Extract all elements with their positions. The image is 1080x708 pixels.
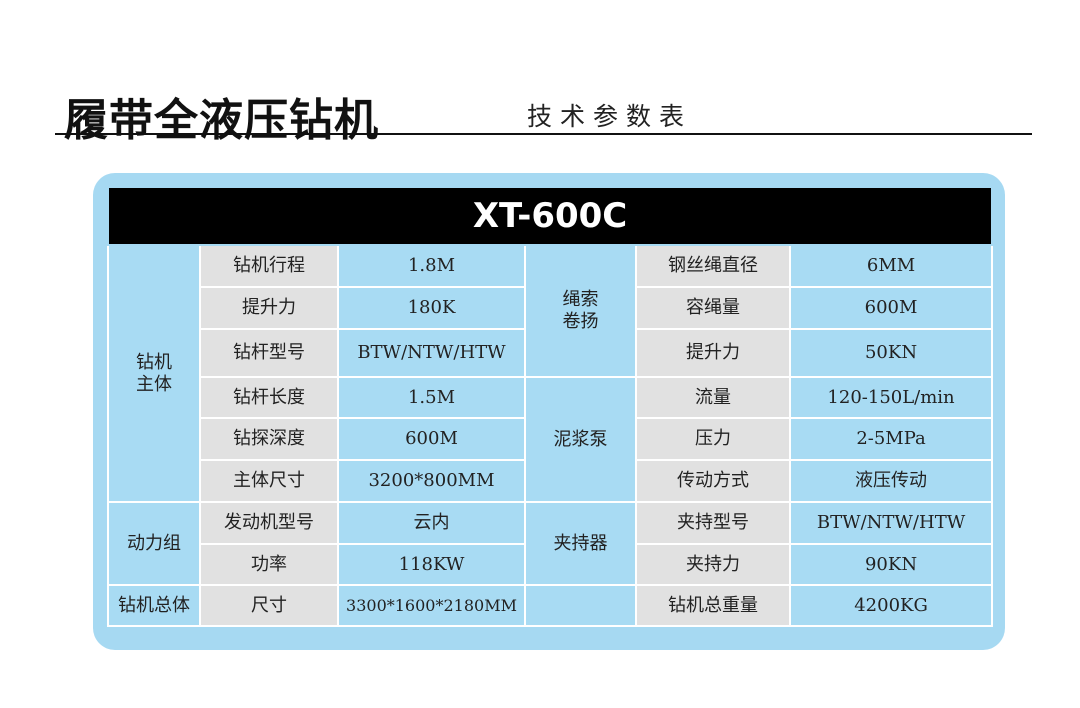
param-name: 提升力 bbox=[635, 328, 791, 378]
table-row: 动力组 发动机型号 云内 夹持器 夹持型号 BTW/NTW/HTW bbox=[107, 501, 994, 586]
param-value: 600M bbox=[788, 286, 994, 330]
param-value: 3200*800MM bbox=[337, 459, 526, 503]
param-name: 钻探深度 bbox=[199, 417, 339, 461]
param-value: BTW/NTW/HTW bbox=[788, 501, 994, 545]
param-name: 提升力 bbox=[199, 286, 339, 330]
param-value: 4200KG bbox=[788, 584, 994, 627]
param-value: 2-5MPa bbox=[788, 417, 994, 461]
param-name: 容绳量 bbox=[635, 286, 791, 330]
param-value: 云内 bbox=[337, 501, 526, 545]
param-name: 钻机总重量 bbox=[635, 584, 791, 627]
param-name: 压力 bbox=[635, 417, 791, 461]
param-value: 1.5M bbox=[337, 376, 526, 419]
param-value: 120-150L/min bbox=[788, 376, 994, 419]
param-name: 钢丝绳直径 bbox=[635, 244, 791, 288]
table-row: 功率 118KW 夹持力 90KN bbox=[108, 543, 994, 586]
param-name: 夹持型号 bbox=[635, 501, 791, 545]
group-label: 钻机主体 bbox=[107, 244, 201, 503]
param-name: 功率 bbox=[199, 543, 339, 586]
param-name: 主体尺寸 bbox=[199, 459, 339, 503]
param-value: 180K bbox=[337, 286, 526, 330]
param-value: 3300*1600*2180MM bbox=[337, 584, 526, 627]
title-divider bbox=[55, 133, 1032, 135]
param-value: 1.8M bbox=[337, 244, 526, 288]
group-label: 泥浆泵 bbox=[524, 376, 637, 503]
page-title: 履带全液压钻机 bbox=[64, 95, 379, 146]
table-row: 钻杆型号 BTW/NTW/HTW 提升力 50KN bbox=[108, 328, 994, 378]
param-value: 液压传动 bbox=[788, 459, 994, 503]
model-header: XT-600C bbox=[106, 186, 994, 246]
group-label: 钻机总体 bbox=[107, 584, 201, 627]
param-name: 流量 bbox=[635, 376, 791, 419]
group-label bbox=[524, 584, 637, 627]
group-label: 动力组 bbox=[107, 501, 201, 586]
group-label: 夹持器 bbox=[524, 501, 637, 586]
table-row: 钻机主体 钻机行程 1.8M 绳索卷扬 钢丝绳直径 6MM bbox=[107, 244, 994, 503]
param-name: 发动机型号 bbox=[199, 501, 339, 545]
param-name: 夹持力 bbox=[635, 543, 791, 586]
group-label: 绳索卷扬 bbox=[524, 244, 637, 378]
param-value: BTW/NTW/HTW bbox=[337, 328, 526, 378]
param-value: 118KW bbox=[337, 543, 526, 586]
table-row: 提升力 180K 容绳量 600M bbox=[108, 286, 994, 330]
page-subtitle: 技术参数表 bbox=[527, 102, 693, 131]
param-value: 600M bbox=[337, 417, 526, 461]
param-value: 90KN bbox=[788, 543, 994, 586]
table-row: 钻机总体 尺寸 3300*1600*2180MM 钻机总重量 4200KG bbox=[107, 584, 994, 627]
param-name: 钻杆长度 bbox=[199, 376, 339, 419]
table-row: 钻杆长度 1.5M 泥浆泵 流量 120-150L/min bbox=[108, 376, 994, 503]
param-name: 钻机行程 bbox=[199, 244, 339, 288]
param-value: 6MM bbox=[788, 244, 994, 288]
table-row: 主体尺寸 3200*800MM 传动方式 液压传动 bbox=[108, 459, 994, 503]
table-row: 钻探深度 600M 压力 2-5MPa bbox=[108, 417, 994, 461]
param-name: 尺寸 bbox=[199, 584, 339, 627]
spec-table: XT-600C 钻机主体 钻机行程 1.8M 绳索卷扬 钢丝绳直径 6MM 提升… bbox=[106, 186, 994, 627]
param-name: 传动方式 bbox=[635, 459, 791, 503]
param-value: 50KN bbox=[788, 328, 994, 378]
param-name: 钻杆型号 bbox=[199, 328, 339, 378]
